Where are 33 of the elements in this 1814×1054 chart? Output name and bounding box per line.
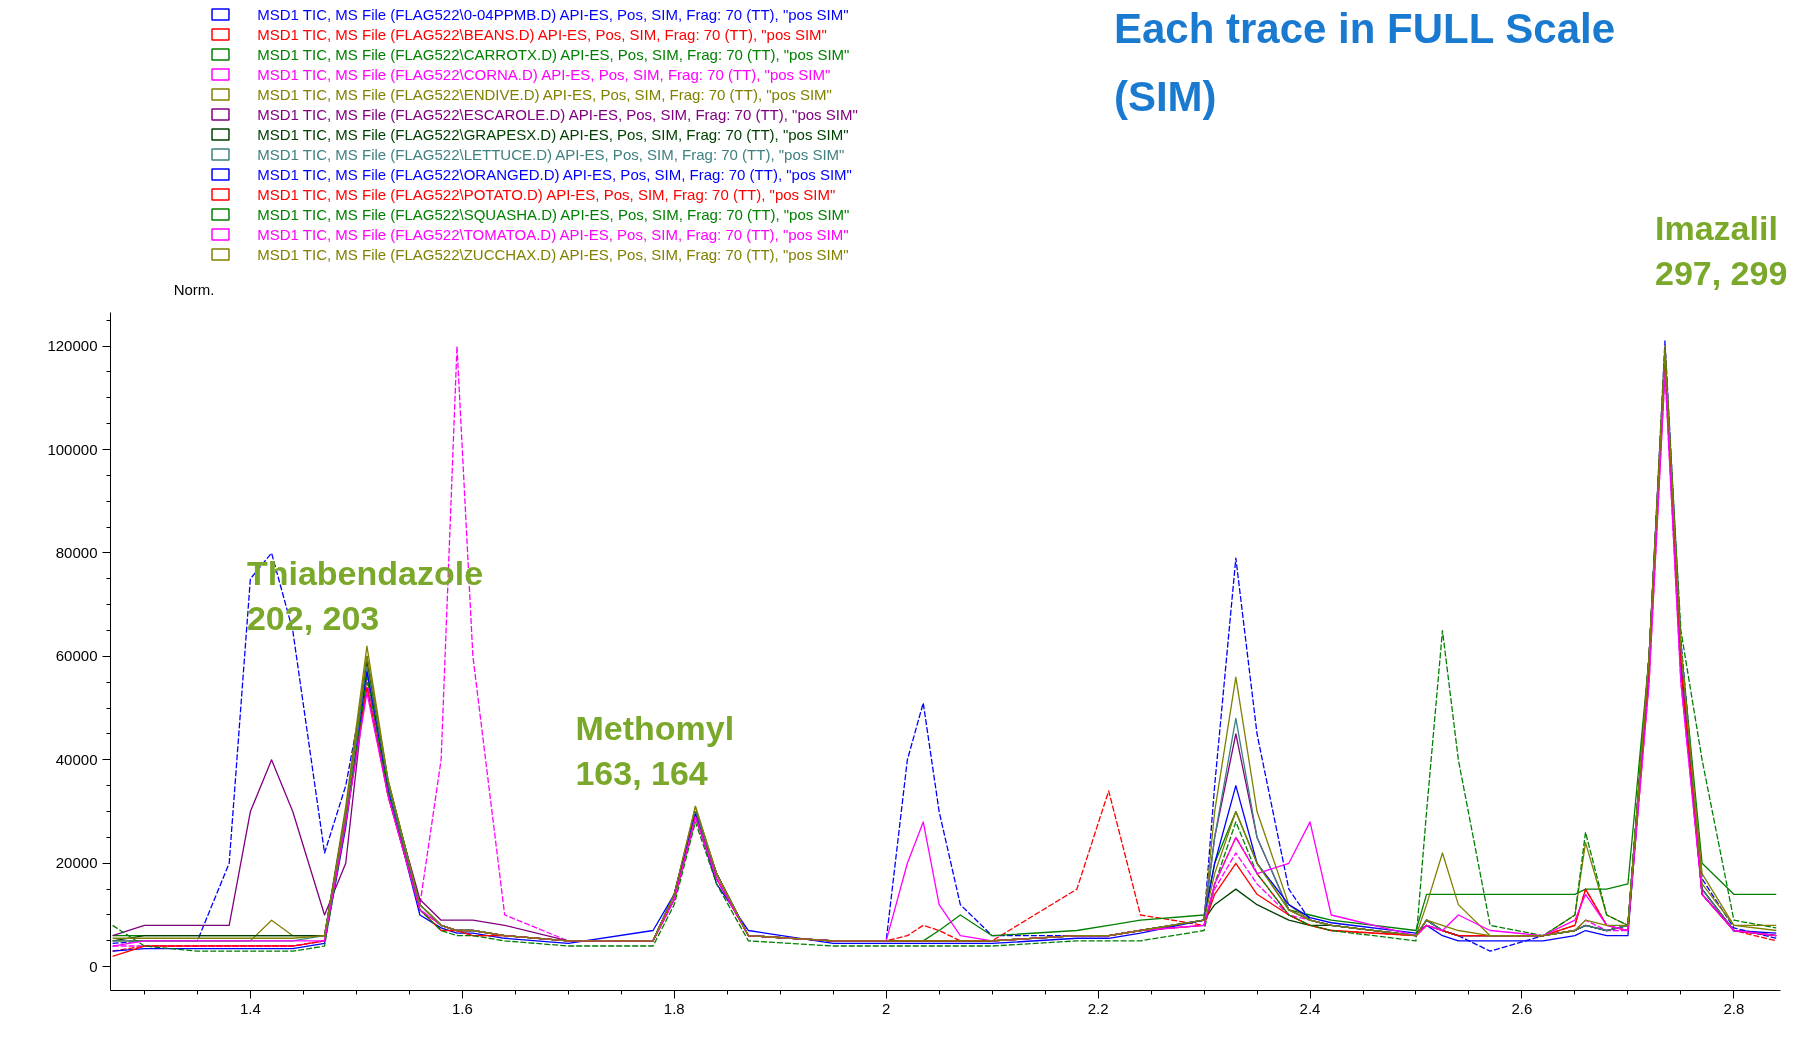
legend-label: MSD1 TIC, MS File (FLAG522\SQUASHA.D) API-ES, Pos, SIM, Frag: 70 (TT), "pos SIM" — [257, 206, 850, 223]
x-tick-label: 2.6 — [1511, 999, 1533, 1017]
x-tick-label: 1.8 — [663, 999, 685, 1017]
y-axis-title: Norm. — [173, 280, 215, 298]
y-tick-label: 80000 — [55, 543, 98, 561]
x-tick-label: 1.6 — [451, 999, 473, 1017]
legend-label: MSD1 TIC, MS File (FLAG522\ZUCCHAX.D) API-ES, Pos, SIM, Frag: 70 (TT), "pos SIM" — [257, 246, 849, 263]
y-tick-label: 60000 — [55, 647, 98, 665]
y-tick-label: 0 — [89, 957, 98, 975]
legend-label: MSD1 TIC, MS File (FLAG522\ESCAROLE.D) API-ES, Pos, SIM, Frag: 70 (TT), "pos SIM" — [257, 106, 858, 123]
x-tick-label: 2 — [881, 999, 891, 1017]
chart-subtitle: (SIM) — [1113, 73, 1217, 120]
legend-label: MSD1 TIC, MS File (FLAG522\CARROTX.D) API-ES, Pos, SIM, Frag: 70 (TT), "pos SIM" — [257, 46, 850, 63]
y-tick-label: 20000 — [55, 854, 98, 872]
x-tick-label: 1.4 — [239, 999, 261, 1017]
x-tick-label: 2.4 — [1299, 999, 1321, 1017]
y-tick-label: 40000 — [55, 750, 98, 768]
legend-label: MSD1 TIC, MS File (FLAG522\BEANS.D) API-ES, Pos, SIM, Frag: 70 (TT), "pos SIM" — [257, 26, 827, 43]
annotation: Methomyl 163, 164 — [575, 708, 735, 793]
legend-label: MSD1 TIC, MS File (FLAG522\TOMATOA.D) API-ES, Pos, SIM, Frag: 70 (TT), "pos SIM" — [257, 226, 849, 243]
legend-label: MSD1 TIC, MS File (FLAG522\GRAPESX.D) API-ES, Pos, SIM, Frag: 70 (TT), "pos SIM" — [257, 126, 849, 143]
chart-title: Each trace in FULL Scale — [1113, 5, 1616, 52]
annotation: Imazalil 297, 299 — [1655, 208, 1788, 293]
y-tick-label: 100000 — [47, 440, 98, 458]
x-tick-label: 2.2 — [1087, 999, 1109, 1017]
x-tick-label: 2.8 — [1723, 999, 1745, 1017]
legend-label: MSD1 TIC, MS File (FLAG522\0-04PPMB.D) API-ES, Pos, SIM, Frag: 70 (TT), "pos SIM" — [257, 6, 849, 23]
legend-label: MSD1 TIC, MS File (FLAG522\POTATO.D) API-ES, Pos, SIM, Frag: 70 (TT), "pos SIM" — [257, 186, 836, 203]
y-tick-label: 120000 — [47, 337, 98, 355]
legend-label: MSD1 TIC, MS File (FLAG522\CORNA.D) API-ES, Pos, SIM, Frag: 70 (TT), "pos SIM" — [257, 66, 831, 83]
legend-label: MSD1 TIC, MS File (FLAG522\ORANGED.D) API-ES, Pos, SIM, Frag: 70 (TT), "pos SIM" — [257, 166, 852, 183]
legend-label: MSD1 TIC, MS File (FLAG522\ENDIVE.D) API-ES, Pos, SIM, Frag: 70 (TT), "pos SIM" — [257, 86, 832, 103]
legend-label: MSD1 TIC, MS File (FLAG522\LETTUCE.D) API-ES, Pos, SIM, Frag: 70 (TT), "pos SIM" — [257, 146, 845, 163]
